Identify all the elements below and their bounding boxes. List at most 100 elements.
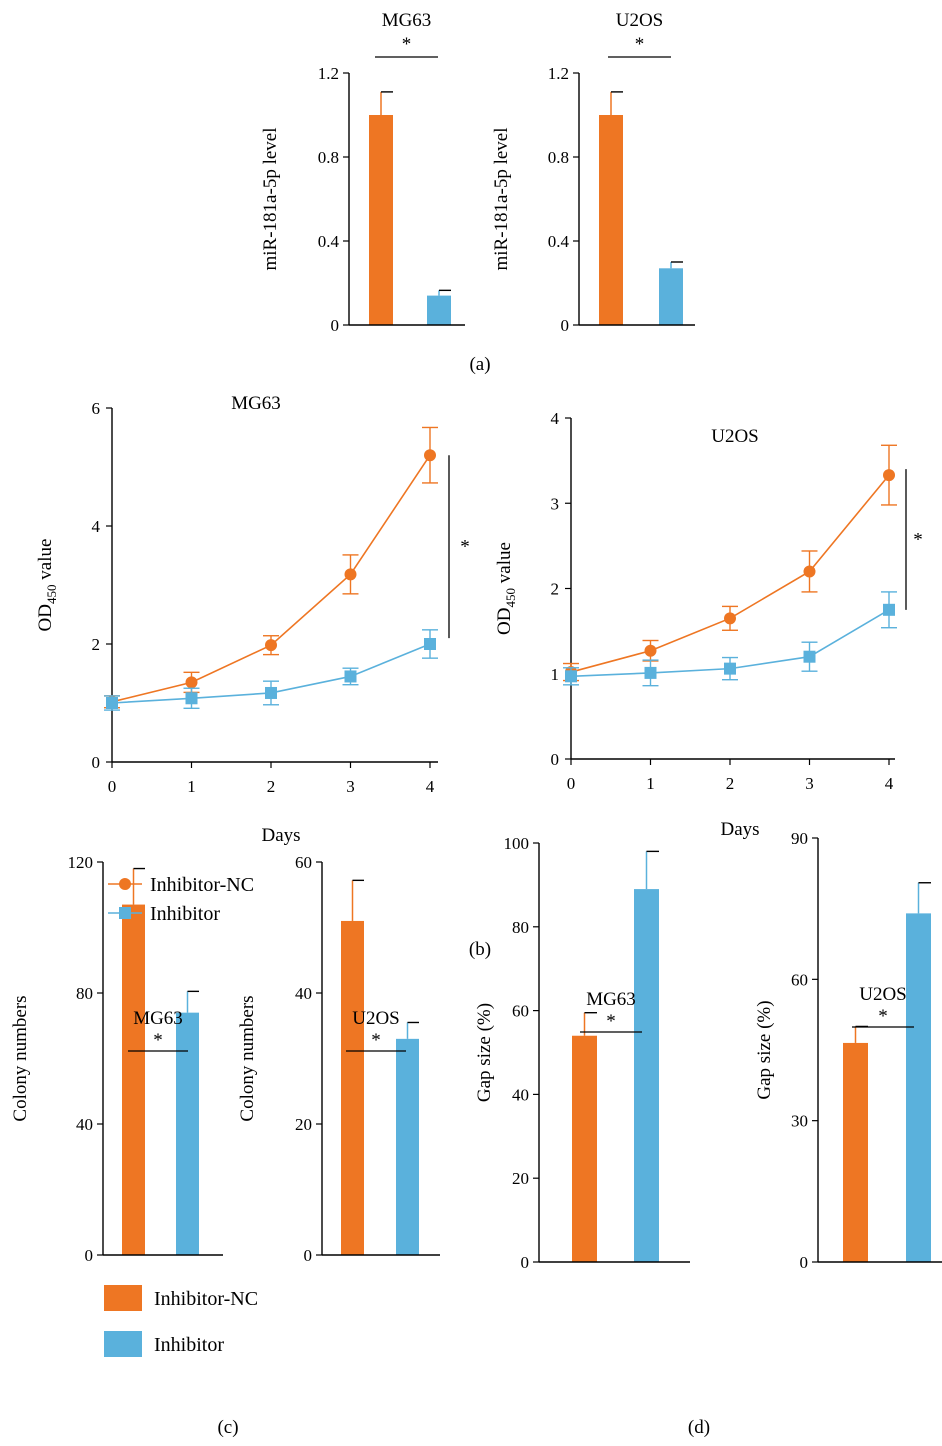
y-tick-label: 40 [512, 1085, 529, 1104]
y-tick-label: 0 [92, 753, 101, 772]
x-tick-label: 3 [346, 777, 355, 796]
chart-title: MG63 [133, 1008, 183, 1029]
y-tick-label: 0.8 [318, 148, 339, 167]
chart-title: U2OS [616, 10, 664, 31]
data-point [185, 692, 198, 705]
bar [122, 904, 145, 1255]
y-tick-label: 60 [512, 1002, 529, 1021]
x-tick-label: 4 [426, 777, 435, 796]
data-point [724, 662, 736, 675]
y-axis-label: miR-181a-5p level [260, 128, 281, 271]
y-tick-label: 30 [791, 1112, 808, 1131]
data-point [565, 670, 577, 683]
bar [341, 920, 364, 1255]
panel-label-b: (b) [469, 939, 491, 960]
panel-label-a: (a) [469, 354, 490, 375]
y-tick-label: 40 [76, 1115, 93, 1134]
y-tick-label: 3 [551, 494, 560, 513]
y-tick-label: 0.4 [548, 232, 570, 251]
data-point [185, 676, 198, 689]
significance-star: * [371, 1030, 381, 1051]
legend-b: Inhibitor-NC Inhibitor [108, 874, 254, 925]
data-point [265, 686, 277, 699]
bar [427, 295, 451, 325]
y-tick-label: 60 [791, 970, 808, 989]
significance-star: * [878, 1006, 888, 1027]
y-tick-label: 40 [295, 984, 312, 1003]
y-axis-label: OD450 value [494, 542, 518, 635]
y-tick-label: 1.2 [548, 64, 569, 83]
y-tick-label: 1.2 [318, 64, 339, 83]
bar [906, 913, 931, 1262]
y-tick-label: 20 [295, 1115, 312, 1134]
y-tick-label: 0 [521, 1253, 530, 1272]
chart-title: U2OS [859, 984, 907, 1005]
y-tick-label: 0.8 [548, 148, 569, 167]
chart-title: MG63 [231, 393, 281, 414]
y-axis-label: Gap size (%) [754, 1000, 775, 1099]
legend-c: Inhibitor-NC Inhibitor [104, 1285, 258, 1357]
legend-b-inh-label: Inhibitor [150, 903, 220, 925]
significance-star: * [402, 34, 412, 55]
bar [599, 115, 623, 325]
y-axis-label: Gap size (%) [474, 1003, 495, 1102]
y-tick-label: 4 [551, 409, 560, 428]
y-tick-label: 1 [551, 665, 560, 684]
legend-b-nc-label: Inhibitor-NC [150, 874, 254, 896]
y-tick-label: 2 [551, 580, 560, 599]
data-point [803, 650, 816, 663]
y-axis-label: OD450 value [35, 539, 59, 632]
chart-c-mg63: 0 40 80 120 Colony numbers MG63* [10, 853, 223, 1265]
chart-c-u2os: 0 20 40 60 Colony numbers U2OS* [237, 853, 440, 1265]
significance-star: * [913, 529, 923, 550]
x-axis-label: Days [261, 825, 300, 846]
chart-title: MG63 [382, 10, 432, 31]
y-tick-label: 80 [512, 918, 529, 937]
data-point [424, 638, 436, 650]
y-tick-label: 100 [504, 834, 530, 853]
x-tick-label: 4 [885, 774, 894, 793]
y-tick-label: 90 [791, 829, 808, 848]
y-tick-label: 4 [92, 517, 101, 536]
legend-c-nc-swatch [104, 1285, 142, 1311]
data-point [106, 697, 118, 709]
data-point [644, 666, 657, 679]
legend-b-nc-marker [108, 878, 142, 890]
y-tick-label: 0.4 [318, 232, 340, 251]
x-tick-label: 1 [187, 777, 196, 796]
panel-label-c: (c) [217, 1417, 238, 1438]
data-point [344, 568, 357, 581]
panel-label-d: (d) [688, 1417, 710, 1438]
y-tick-label: 80 [76, 984, 93, 1003]
legend-c-inh-label: Inhibitor [154, 1334, 224, 1356]
bar [843, 1042, 868, 1262]
chart-b-u2os: 0 1 2 3 4 0 1 2 3 4 Days OD450 value U2OS * [494, 409, 923, 840]
significance-star: * [606, 1011, 616, 1032]
x-tick-label: 0 [567, 774, 576, 793]
legend-b-inh-marker [108, 907, 142, 919]
x-axis-label: Days [720, 819, 759, 840]
legend-c-inh-swatch [104, 1331, 142, 1357]
chart-title: U2OS [711, 426, 759, 447]
y-tick-label: 0 [304, 1246, 313, 1265]
significance-star: * [635, 34, 645, 55]
x-tick-label: 1 [646, 774, 655, 793]
y-tick-label: 0 [800, 1253, 809, 1272]
chart-d-u2os: 0 30 60 90 Gap size (%) U2OS* [754, 829, 942, 1272]
bar [396, 1038, 419, 1255]
x-tick-label: 0 [108, 777, 117, 796]
significance-star: * [153, 1030, 163, 1051]
data-point [724, 612, 736, 625]
y-tick-label: 2 [92, 635, 101, 654]
x-tick-label: 2 [726, 774, 735, 793]
y-axis-label: Colony numbers [10, 995, 31, 1121]
bar [572, 1035, 597, 1262]
data-point [265, 639, 277, 652]
y-tick-label: 0 [85, 1246, 94, 1265]
y-axis-label: miR-181a-5p level [491, 128, 512, 271]
bar [369, 115, 393, 325]
y-axis-label: Colony numbers [237, 995, 258, 1121]
legend-c-nc-label: Inhibitor-NC [154, 1288, 258, 1310]
chart-a-u2os: 0 0.4 0.8 1.2 miR-181a-5p level U2OS * [491, 10, 695, 335]
